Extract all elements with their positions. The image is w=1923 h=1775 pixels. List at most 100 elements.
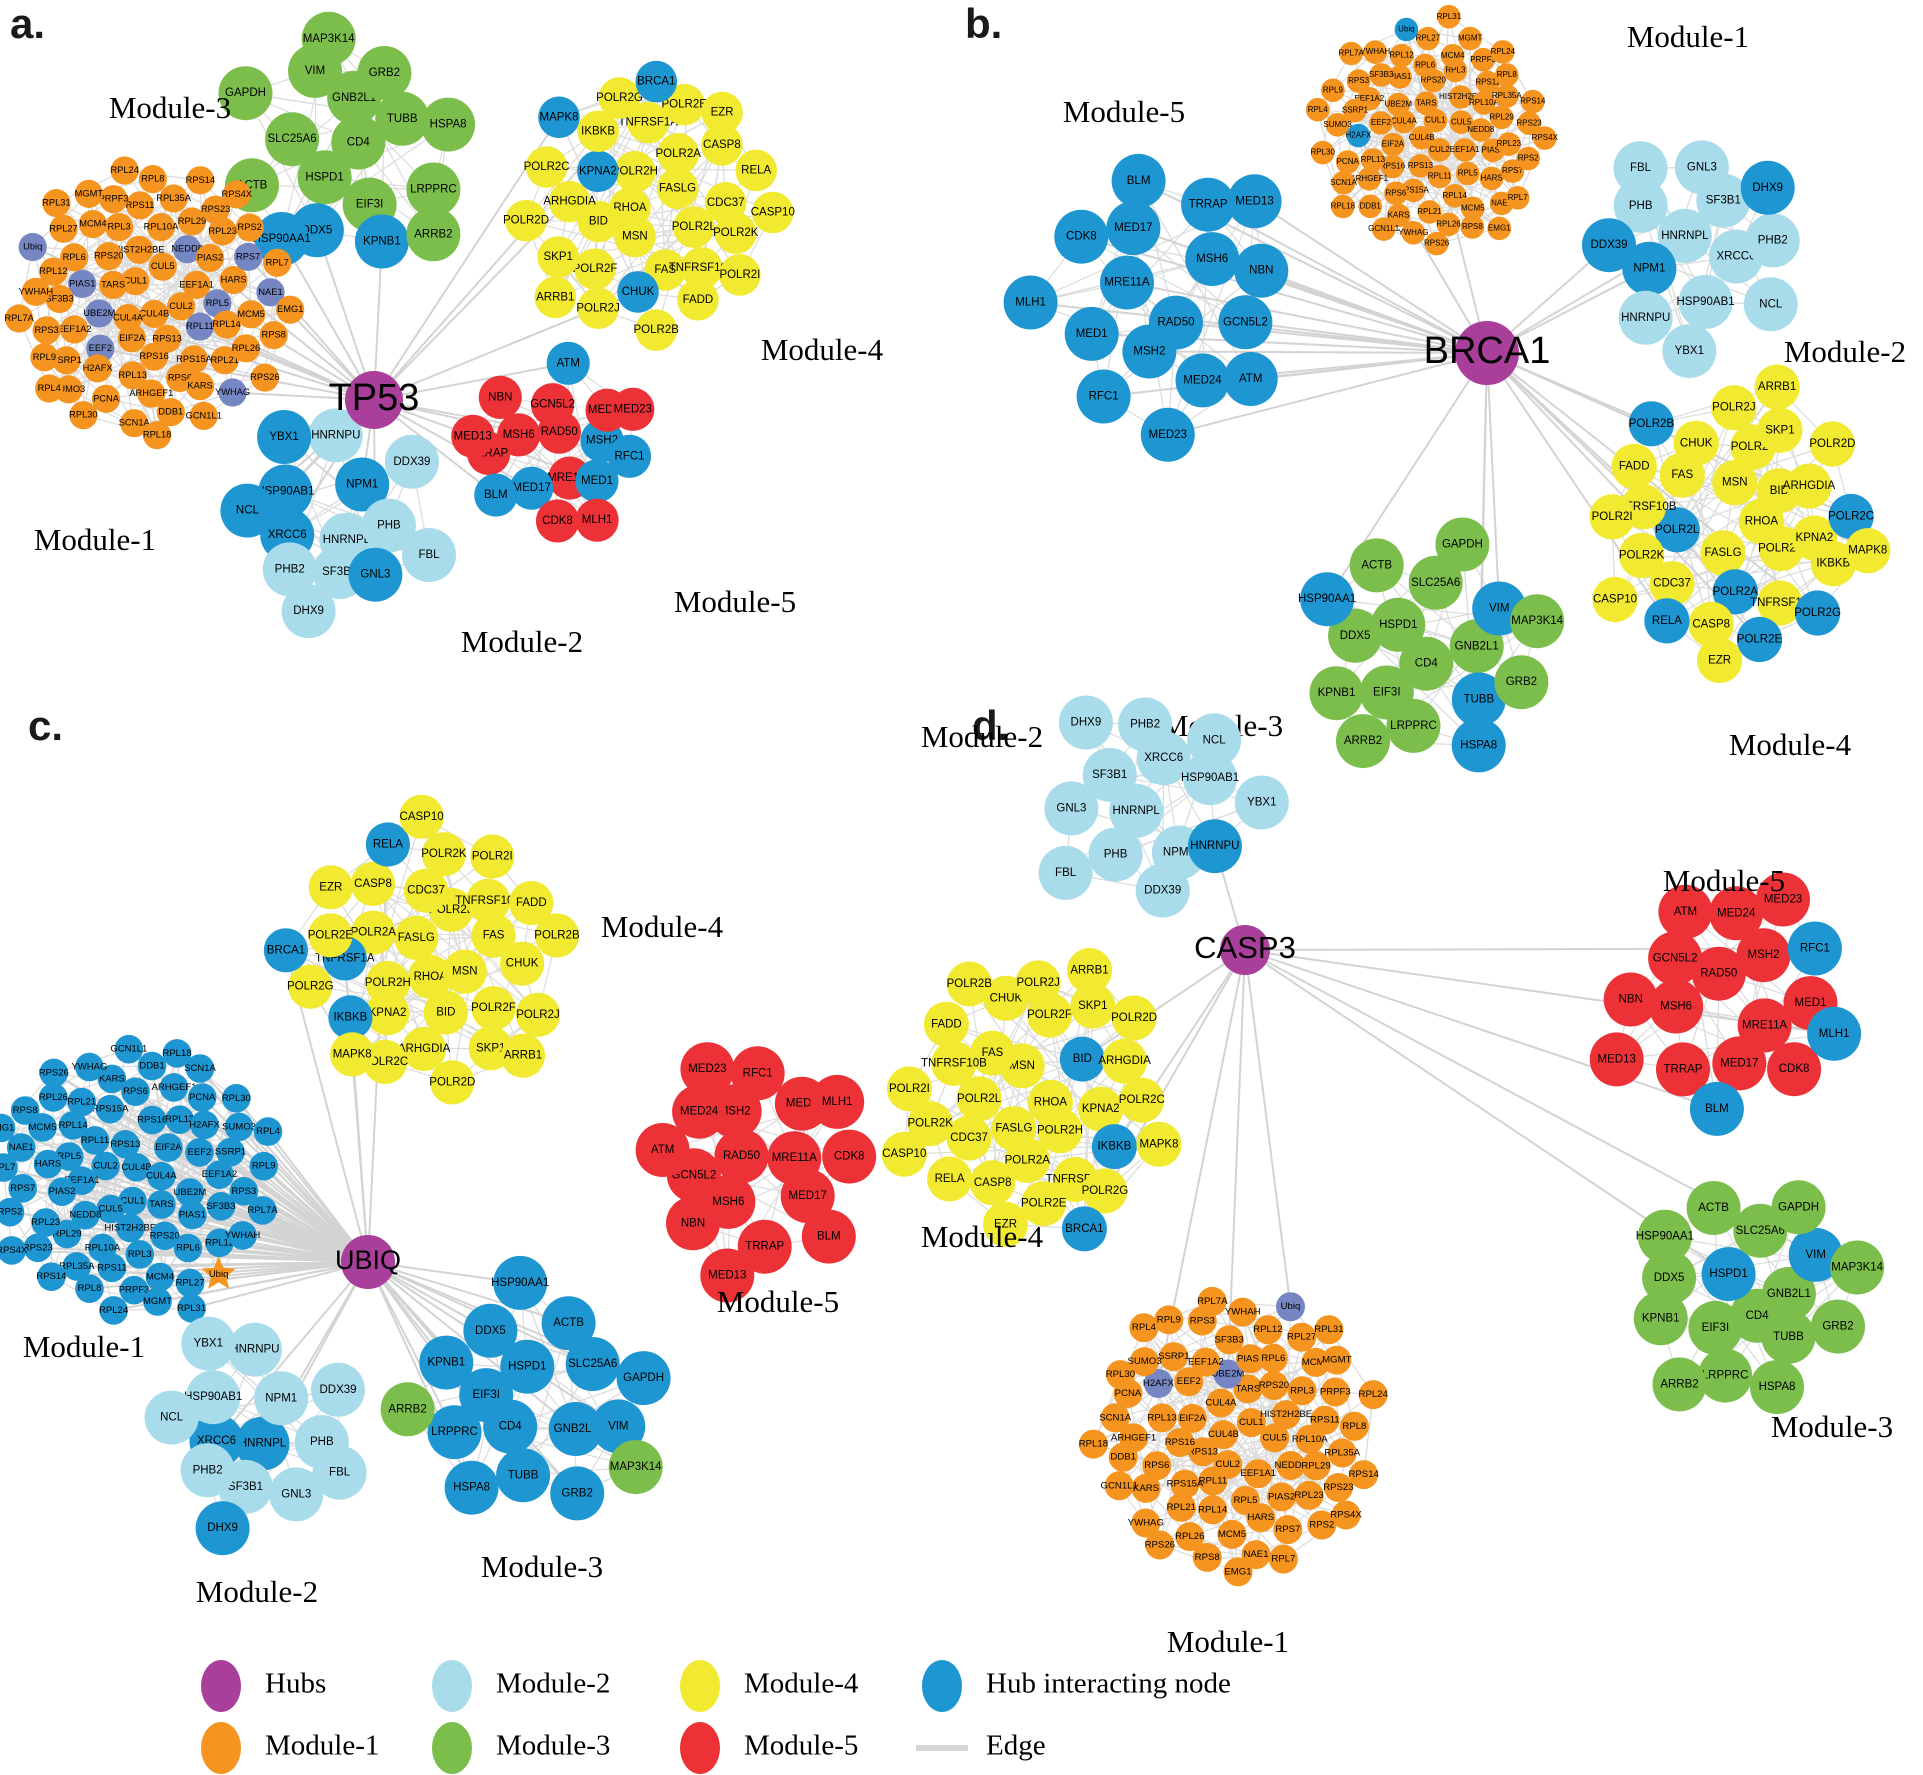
- node-d-RPL21[interactable]: RPL21: [1167, 1492, 1196, 1522]
- node-b-MCM4[interactable]: MCM4: [1440, 44, 1465, 68]
- node-a-NAE1[interactable]: NAE1: [256, 278, 285, 307]
- node-a-FBL[interactable]: FBL: [402, 528, 456, 582]
- node-b-Ubiq[interactable]: Ubiq: [1394, 17, 1419, 42]
- node-d-RPL11[interactable]: RPL11: [1198, 1466, 1228, 1496]
- node-d-SUMO3[interactable]: SUMO3: [1127, 1347, 1162, 1377]
- node-c-SSRP1[interactable]: SSRP1: [215, 1137, 246, 1167]
- node-d-TUBB[interactable]: TUBB: [1761, 1309, 1816, 1364]
- node-d-RPS16[interactable]: RPS16: [1165, 1428, 1195, 1457]
- node-c-CDK8[interactable]: CDK8: [822, 1129, 877, 1184]
- node-a-EMG1[interactable]: EMG1: [276, 295, 305, 324]
- node-d-GCN5L2[interactable]: GCN5L2: [1648, 931, 1703, 986]
- node-b-HNRNPU[interactable]: HNRNPU: [1618, 290, 1673, 345]
- node-a-ARRB2[interactable]: ARRB2: [406, 207, 461, 262]
- node-a-RPL29[interactable]: RPL29: [178, 207, 206, 236]
- node-a-GAPDH[interactable]: GAPDH: [218, 66, 273, 121]
- node-b-HSP90AA1[interactable]: HSP90AA1: [1298, 572, 1356, 627]
- node-c-RHOA[interactable]: RHOA: [408, 954, 453, 1000]
- node-a-RPL24[interactable]: RPL24: [110, 156, 139, 185]
- node-a-RPL7A[interactable]: RPL7A: [4, 304, 35, 333]
- node-d-DDB1[interactable]: DDB1: [1108, 1442, 1138, 1472]
- node-a-MED13[interactable]: MED13: [451, 414, 495, 458]
- node-a-HNRNPU[interactable]: HNRNPU: [308, 408, 363, 463]
- node-a-EEF1A1[interactable]: EEF1A1: [179, 270, 214, 299]
- node-a-HARS[interactable]: HARS: [219, 266, 248, 295]
- node-a-CUL5[interactable]: CUL5: [148, 252, 177, 281]
- node-d-RPL35A[interactable]: RPL35A: [1324, 1438, 1361, 1468]
- node-b-EZR[interactable]: EZR: [1697, 637, 1743, 684]
- node-d-MSH2[interactable]: MSH2: [1736, 928, 1791, 983]
- node-b-RPS14[interactable]: RPS14: [1520, 89, 1546, 114]
- node-d-MCM5[interactable]: MCM5: [1217, 1519, 1247, 1549]
- node-a-RPL21[interactable]: RPL21: [210, 346, 239, 375]
- node-b-GCN1L1[interactable]: GCN1L1: [1368, 217, 1400, 241]
- node-c-TRRAP[interactable]: TRRAP: [737, 1219, 792, 1274]
- node-b-NEDD8[interactable]: NEDD8: [1467, 118, 1495, 142]
- node-b-RPL27[interactable]: RPL27: [1416, 26, 1441, 51]
- node-a-RPL13[interactable]: RPL13: [118, 361, 147, 390]
- node-d-RPS26[interactable]: RPS26: [1145, 1530, 1175, 1560]
- node-c-NPM1[interactable]: NPM1: [254, 1371, 309, 1426]
- node-c-BLM[interactable]: BLM: [801, 1209, 856, 1264]
- node-d-MGMT[interactable]: MGMT: [1322, 1345, 1352, 1375]
- node-a-ARRB1[interactable]: ARRB1: [534, 276, 577, 319]
- node-c-RPS16[interactable]: RPS16: [137, 1105, 167, 1135]
- node-d-RPS15A[interactable]: RPS15A: [1167, 1469, 1204, 1499]
- node-c-BID[interactable]: BID: [423, 990, 468, 1035]
- node-b-RPL7A[interactable]: RPL7A: [1339, 41, 1365, 66]
- node-d-RAD50[interactable]: RAD50: [1691, 946, 1746, 1001]
- node-a-ARHGDIA[interactable]: ARHGDIA: [543, 180, 596, 223]
- node-b-KARS[interactable]: KARS: [1386, 203, 1411, 228]
- node-b-RPL35A[interactable]: RPL35A: [1492, 84, 1522, 108]
- node-b-TNFRSF1A[interactable]: TNFRSF1A: [1750, 580, 1810, 626]
- node-c-POLR2E[interactable]: POLR2E: [308, 913, 354, 958]
- node-b-RPL7[interactable]: RPL7: [1505, 186, 1530, 210]
- node-a-PHB[interactable]: PHB: [361, 498, 416, 553]
- node-d-PHB2[interactable]: PHB2: [1118, 697, 1173, 752]
- node-c-RPL29[interactable]: RPL29: [52, 1219, 82, 1249]
- node-d-RPL30[interactable]: RPL30: [1106, 1360, 1135, 1390]
- node-a-MGMT[interactable]: MGMT: [75, 179, 104, 208]
- node-c-RPL8[interactable]: RPL8: [75, 1274, 104, 1303]
- node-d-RELA[interactable]: RELA: [927, 1156, 973, 1202]
- node-a-POLR2J[interactable]: POLR2J: [576, 287, 620, 330]
- node-b-RPS3[interactable]: RPS3: [1346, 69, 1371, 93]
- node-d-H2AFX[interactable]: H2AFX: [1143, 1369, 1175, 1398]
- node-b-EEF2[interactable]: EEF2: [1369, 111, 1393, 135]
- node-b-RPL24[interactable]: RPL24: [1491, 40, 1516, 64]
- node-a-NCL[interactable]: NCL: [220, 483, 275, 538]
- node-d-RPL31[interactable]: RPL31: [1314, 1315, 1344, 1345]
- node-a-SKP1[interactable]: SKP1: [537, 236, 579, 278]
- node-b-MSN[interactable]: MSN: [1712, 460, 1758, 506]
- node-c-YBX1[interactable]: YBX1: [181, 1316, 236, 1371]
- node-b-ACTB[interactable]: ACTB: [1349, 538, 1404, 593]
- node-a-RELA[interactable]: RELA: [735, 149, 777, 192]
- node-d-NEDD8[interactable]: NEDD8: [1275, 1451, 1308, 1480]
- node-d-RPS2[interactable]: RPS2: [1307, 1510, 1337, 1540]
- node-b-RPL10A[interactable]: RPL10A: [1469, 91, 1499, 115]
- node-b-EMG1[interactable]: EMG1: [1487, 216, 1512, 241]
- node-c-HIST2H2BE[interactable]: HIST2H2BE: [104, 1213, 156, 1243]
- node-b-PCNA[interactable]: PCNA: [1335, 150, 1360, 174]
- node-d-HARS[interactable]: HARS: [1246, 1503, 1276, 1533]
- node-c-MGMT[interactable]: MGMT: [143, 1287, 172, 1316]
- node-a-RPS7[interactable]: RPS7: [234, 242, 263, 271]
- node-c-TUBB[interactable]: TUBB: [496, 1448, 551, 1503]
- node-b-RPL26[interactable]: RPL26: [1436, 212, 1461, 237]
- node-b-RPL18[interactable]: RPL18: [1331, 194, 1356, 219]
- node-b-FASLG[interactable]: FASLG: [1700, 530, 1746, 576]
- node-c-POLR2G[interactable]: POLR2G: [287, 964, 334, 1009]
- node-c-RPS4X[interactable]: RPS4X: [0, 1236, 28, 1265]
- node-c-RPL18[interactable]: RPL18: [162, 1039, 192, 1068]
- node-a-RPL30[interactable]: RPL30: [69, 401, 98, 430]
- node-d-VIM[interactable]: VIM: [1788, 1227, 1843, 1282]
- node-b-RPS7[interactable]: RPS7: [1500, 159, 1525, 183]
- node-b-MSH6[interactable]: MSH6: [1185, 232, 1240, 287]
- node-c-DHX9[interactable]: DHX9: [195, 1501, 250, 1556]
- node-d-NCL[interactable]: NCL: [1187, 713, 1242, 768]
- node-b-TARS[interactable]: TARS: [1414, 91, 1438, 115]
- node-a-RPS8[interactable]: RPS8: [259, 321, 288, 350]
- node-a-LRPPRC[interactable]: LRPPRC: [406, 162, 461, 217]
- node-d-YBX1[interactable]: YBX1: [1234, 775, 1289, 830]
- node-c-CUL1[interactable]: CUL1: [118, 1186, 147, 1216]
